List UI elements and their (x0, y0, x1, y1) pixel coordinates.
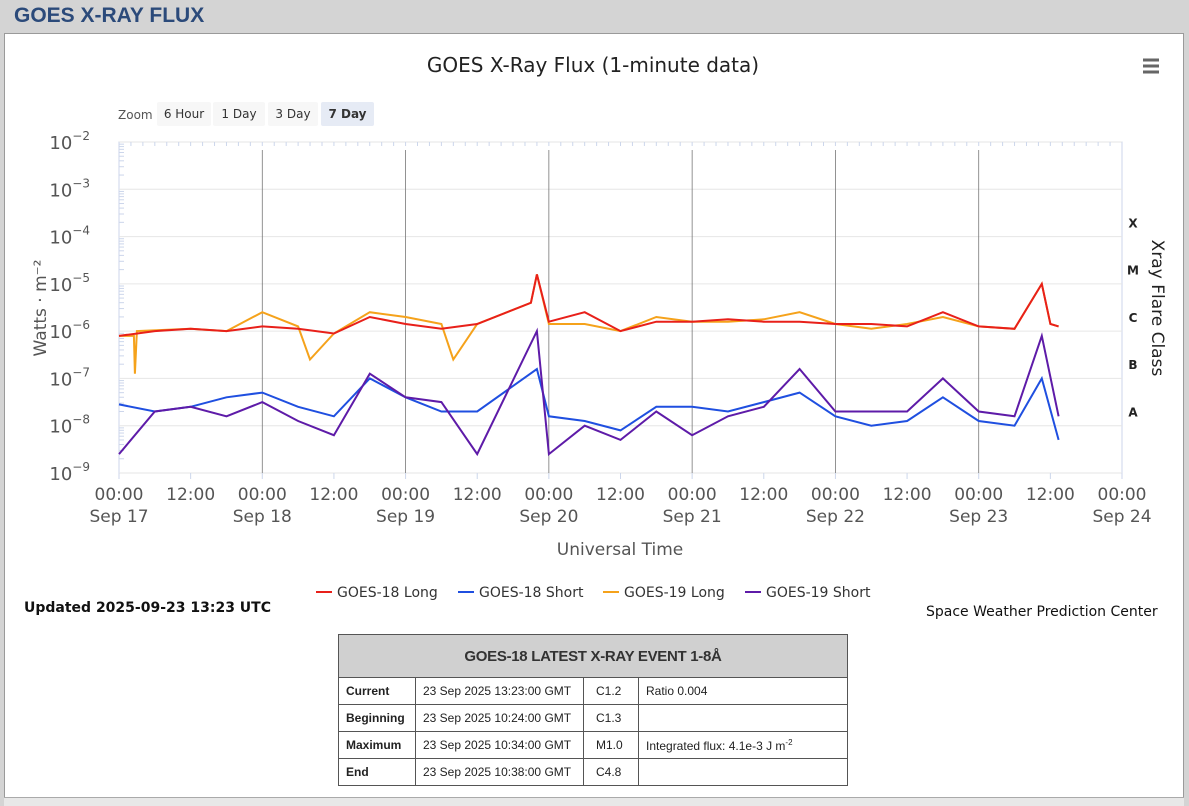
event-row: Current 23 Sep 2025 13:23:00 GMT C1.2 Ratio… (338, 677, 848, 705)
x-tick-date: Sep 21 (663, 507, 722, 527)
flare-class-label: B (1128, 358, 1137, 372)
x-axis-title: Universal Time (557, 540, 683, 560)
zoom-button[interactable] (268, 102, 318, 126)
event-label: End (338, 758, 416, 786)
event-time: 23 Sep 2025 10:24:00 GMT (415, 704, 584, 732)
flare-class-label: A (1128, 406, 1138, 420)
x-tick-date: Sep 22 (806, 507, 865, 527)
event-time: 23 Sep 2025 13:23:00 GMT (415, 677, 584, 705)
x-tick-time: 12:00 (883, 485, 932, 505)
event-time: 23 Sep 2025 10:34:00 GMT (415, 731, 584, 759)
x-tick-time: 12:00 (1026, 485, 1075, 505)
x-tick-date: Sep 17 (89, 507, 148, 527)
event-label: Current (338, 677, 416, 705)
x-tick-time: 12:00 (739, 485, 788, 505)
zoom-button-label[interactable]: 1 Day (221, 107, 256, 121)
legend-label: GOES-19 Short (766, 585, 871, 600)
event-note: Ratio 0.004 (638, 677, 848, 705)
y-axis-title: Watts · m⁻² (31, 260, 51, 357)
y-tick-label: 10−4 (49, 224, 90, 249)
legend-label: GOES-18 Long (337, 585, 438, 600)
x-tick-time: 12:00 (309, 485, 358, 505)
zoom-button-label[interactable]: 3 Day (275, 107, 310, 121)
zoom-button-label[interactable]: 6 Hour (164, 107, 204, 121)
y-tick-label: 10−9 (49, 460, 90, 485)
event-class: C1.2 (583, 677, 639, 705)
page-title: GOES X-RAY FLUX (14, 4, 205, 27)
y-tick-label: 10−6 (49, 318, 90, 343)
x-tick-time: 00:00 (954, 485, 1003, 505)
zoom-label: Zoom (118, 108, 153, 122)
x-tick-time: 12:00 (166, 485, 215, 505)
x-tick-time: 00:00 (668, 485, 717, 505)
event-row: End 23 Sep 2025 10:38:00 GMT C4.8 (338, 758, 848, 786)
event-note: Integrated flux: 4.1e-3 J m-2 (638, 731, 848, 759)
x-tick-time: 00:00 (524, 485, 573, 505)
x-tick-time: 12:00 (453, 485, 502, 505)
zoom-button[interactable] (321, 102, 374, 126)
event-class: M1.0 (583, 731, 639, 759)
series-line (118, 274, 1059, 337)
flare-class-label: M (1127, 264, 1139, 278)
event-note-superscript: -2 (785, 737, 793, 747)
event-time: 23 Sep 2025 10:38:00 GMT (415, 758, 584, 786)
event-label: Maximum (338, 731, 416, 759)
y2-axis-title: Xray Flare Class (1147, 240, 1167, 377)
x-tick-date: Sep 19 (376, 507, 435, 527)
event-class: C4.8 (583, 758, 639, 786)
x-tick-date: Sep 23 (949, 507, 1008, 527)
y-tick-label: 10−8 (49, 413, 90, 438)
credit-text: Space Weather Prediction Center (926, 604, 1158, 620)
zoom-button-label[interactable]: 7 Day (328, 107, 366, 121)
legend-label: GOES-18 Short (479, 585, 584, 600)
zoom-button[interactable] (213, 102, 265, 126)
x-tick-time: 12:00 (596, 485, 645, 505)
event-row: Maximum 23 Sep 2025 10:34:00 GMT M1.0 Integ… (338, 731, 848, 759)
x-tick-time: 00:00 (238, 485, 287, 505)
x-tick-time: 00:00 (1098, 485, 1147, 505)
x-tick-date: Sep 20 (519, 507, 578, 527)
bottom-scroll-bar (4, 797, 1184, 806)
y-tick-label: 10−2 (49, 129, 90, 154)
event-note (638, 704, 848, 732)
updated-timestamp: Updated 2025-09-23 13:23 UTC (24, 600, 271, 616)
event-table-title: GOES-18 LATEST X-RAY EVENT 1-8Å (338, 634, 848, 678)
x-tick-time: 00:00 (811, 485, 860, 505)
x-tick-time: 00:00 (95, 485, 144, 505)
series-line (118, 327, 1060, 457)
y-tick-label: 10−7 (49, 365, 90, 390)
chart-title: GOES X-Ray Flux (1-minute data) (427, 53, 759, 77)
flare-class-label: C (1129, 311, 1138, 325)
x-tick-time: 00:00 (381, 485, 430, 505)
flare-class-label: X (1128, 216, 1138, 230)
series-line (118, 367, 1060, 441)
event-row: Beginning 23 Sep 2025 10:24:00 GMT C1.3 (338, 704, 848, 732)
event-note (638, 758, 848, 786)
x-tick-date: Sep 24 (1092, 507, 1151, 527)
legend-label: GOES-19 Long (624, 585, 725, 600)
zoom-button[interactable] (157, 102, 211, 126)
event-label: Beginning (338, 704, 416, 732)
y-tick-label: 10−3 (49, 176, 90, 201)
event-class: C1.3 (583, 704, 639, 732)
plot-area (118, 141, 1123, 474)
latest-event-table: GOES-18 LATEST X-RAY EVENT 1-8Å Current 2… (338, 634, 848, 786)
page-header: GOES X-RAY FLUX (0, 0, 1189, 32)
y-tick-label: 10−5 (49, 271, 90, 296)
x-tick-date: Sep 18 (233, 507, 292, 527)
